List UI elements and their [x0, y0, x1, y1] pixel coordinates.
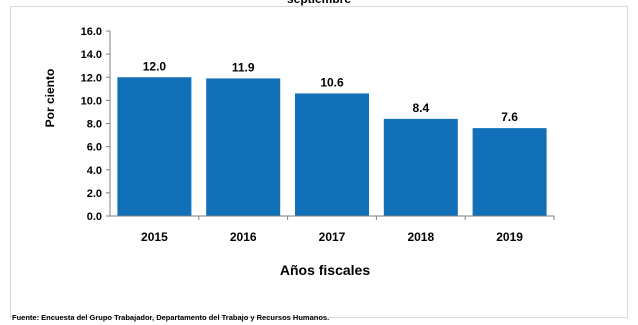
y-tick-label: 6.0 [87, 142, 102, 154]
x-tick-label-2016: 2016 [230, 230, 257, 244]
data-label-2016: 11.9 [232, 60, 255, 74]
x-axis-label: Años fiscales [280, 262, 370, 278]
bar-2015 [117, 77, 192, 216]
data-label-2018: 8.4 [412, 101, 429, 115]
bars: 12.0 11.9 10.6 8.4 7.6 [117, 59, 547, 216]
y-tick-label: 2.0 [87, 188, 102, 200]
y-tick-label: 4.0 [87, 165, 102, 177]
y-axis-label: Por ciento [43, 69, 57, 128]
source-note: Fuente: Encuesta del Grupo Trabajador, D… [12, 313, 330, 322]
y-tick-label: 14.0 [81, 49, 102, 61]
chart-title: septiembre [0, 0, 638, 6]
x-tick-label-2019: 2019 [496, 230, 523, 244]
y-tick-label: 10.0 [81, 95, 102, 107]
bar-2017 [295, 93, 369, 216]
bar-2019 [472, 128, 547, 216]
data-label-2019: 7.6 [501, 110, 518, 124]
x-tick-label-2018: 2018 [407, 230, 434, 244]
data-label-2015: 12.0 [143, 59, 167, 73]
chart-border [10, 6, 628, 318]
y-tick-label: 8.0 [87, 119, 102, 131]
y-axis: 0.0 2.0 4.0 6.0 8.0 10.0 12.0 14.0 16.0 [81, 26, 111, 223]
bar-2016 [206, 78, 281, 216]
x-tick-label-2015: 2015 [141, 230, 168, 244]
x-axis: 2015 2016 2017 2018 2019 [110, 215, 555, 244]
y-tick-label: 16.0 [81, 26, 102, 38]
data-label-2017: 10.6 [320, 75, 344, 89]
y-tick-label: 12.0 [81, 72, 102, 84]
x-tick-label-2017: 2017 [319, 230, 346, 244]
y-tick-label: 0.0 [87, 211, 102, 223]
bar-2018 [383, 118, 458, 216]
